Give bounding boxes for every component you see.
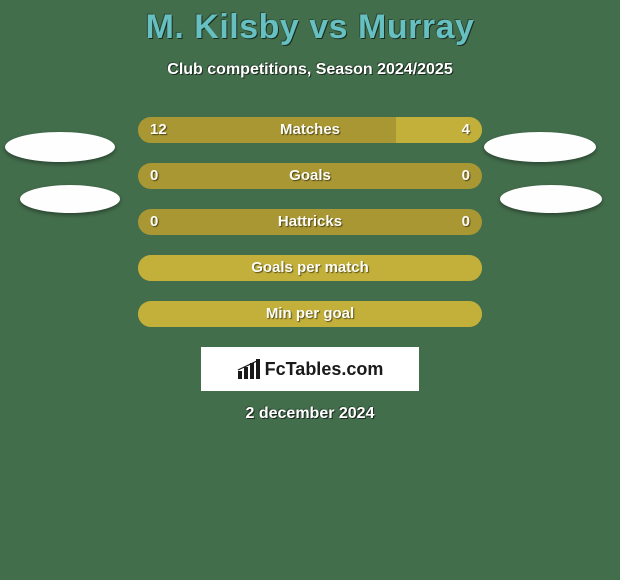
avatar-placeholder-left-top [5, 132, 115, 162]
stat-row: Goals per match [138, 255, 482, 281]
page-title: M. Kilsby vs Murray [0, 0, 620, 47]
logo-box: FcTables.com [201, 347, 419, 391]
stat-label: Min per goal [138, 301, 482, 327]
stat-row: 124Matches [138, 117, 482, 143]
stat-label: Goals [138, 163, 482, 189]
footer-date: 2 december 2024 [0, 405, 620, 423]
stat-row: 00Goals [138, 163, 482, 189]
avatar-placeholder-right-top [484, 132, 596, 162]
stat-label: Goals per match [138, 255, 482, 281]
stat-rows: 124Matches 00Goals 00Hattricks Goals per ma… [138, 117, 482, 327]
page-root: M. Kilsby vs Murray Club competitions, S… [0, 0, 620, 580]
stat-row: 00Hattricks [138, 209, 482, 235]
avatar-placeholder-right-bot [500, 185, 602, 213]
stat-label: Matches [138, 117, 482, 143]
stat-label: Hattricks [138, 209, 482, 235]
chart-area: 124Matches 00Goals 00Hattricks Goals per ma… [0, 117, 620, 327]
bar-chart-icon [237, 359, 261, 379]
stat-row: Min per goal [138, 301, 482, 327]
logo-text: FcTables.com [265, 359, 384, 380]
logo: FcTables.com [237, 359, 384, 380]
page-subtitle: Club competitions, Season 2024/2025 [0, 61, 620, 79]
avatar-placeholder-left-bot [20, 185, 120, 213]
